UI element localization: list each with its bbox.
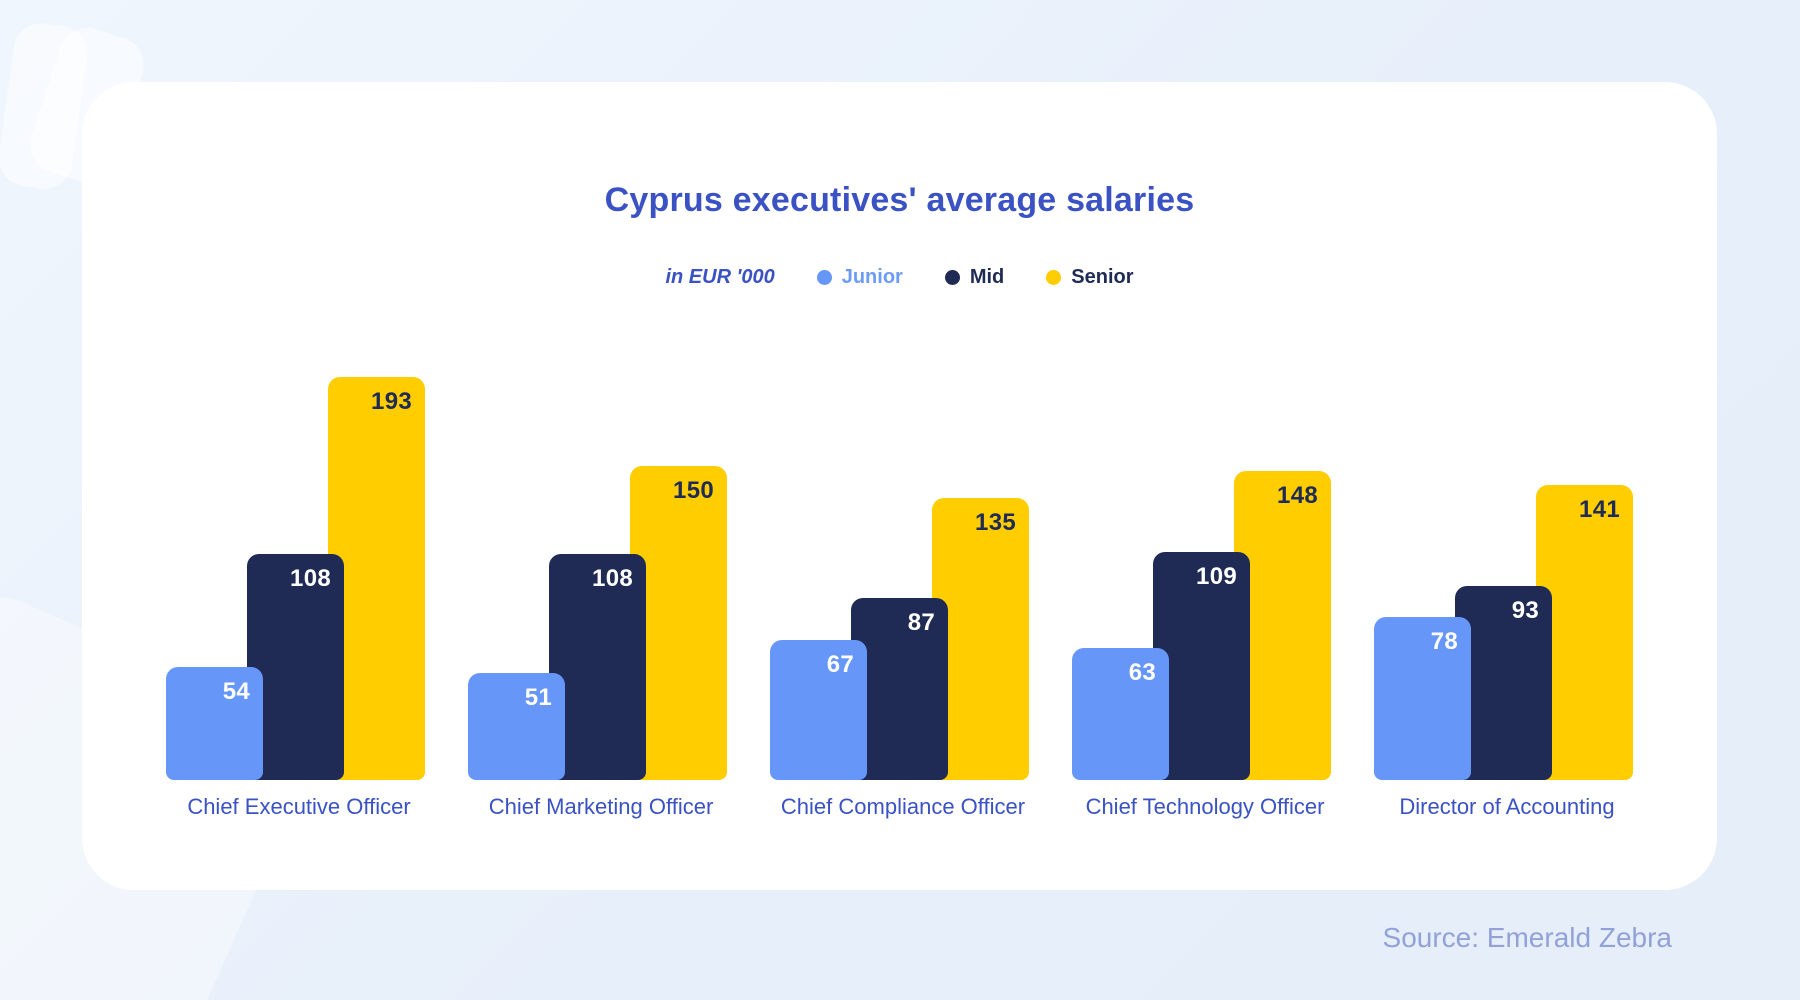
bar-value-label: 93 [1511,597,1539,624]
bar-value-label: 51 [524,684,552,711]
bar-value-label: 141 [1579,496,1620,523]
bar-senior-4: 148 [1234,471,1331,780]
bar-junior-1: 54 [166,667,263,780]
mid-legend-label: Mid [969,265,1005,288]
bar-value-label: 54 [222,678,250,705]
bar-senior-2: 150 [630,466,727,780]
junior-legend-dot-icon [816,269,832,285]
bar-group-3: 67 87 135 [770,300,1029,780]
bar-senior-3: 135 [932,498,1029,780]
mid-legend-dot-icon [944,269,960,285]
bar-mid-2: 108 [549,554,646,780]
bar-group-4: 63 109 148 [1072,300,1331,780]
junior-legend-label: Junior [841,265,903,288]
legend-item-senior: Senior [1046,265,1134,289]
bar-group-2: 51 108 150 [468,300,727,780]
bar-value-label: 109 [1196,563,1237,590]
source-attribution: Source: Emerald Zebra [1382,922,1672,953]
bar-group-5: 78 93 141 [1374,300,1633,780]
category-label-4: Chief Technology Officer [1085,794,1325,819]
bar-value-label: 150 [673,477,714,504]
bar-senior-1: 193 [328,377,425,780]
bar-mid-3: 87 [851,598,948,780]
bar-group-1: 54 108 193 [166,300,425,780]
category-label-2: Chief Marketing Officer [488,794,714,819]
category-label-5: Director of Accounting [1399,794,1615,819]
bar-junior-4: 63 [1072,648,1169,780]
legend: in EUR '000 Junior Mid Senior [82,262,1717,292]
bar-junior-5: 78 [1374,617,1471,780]
bar-value-label: 78 [1430,628,1458,655]
bar-value-label: 148 [1277,482,1318,509]
bar-mid-1: 108 [247,554,344,780]
bar-value-label: 108 [290,565,331,592]
senior-legend-dot-icon [1046,269,1062,285]
chart-title: Cyprus executives' average salaries [604,181,1195,219]
category-label-1: Chief Executive Officer [187,794,411,819]
bar-value-label: 87 [907,609,935,636]
bar-mid-4: 109 [1153,552,1250,780]
bar-senior-5: 141 [1536,485,1633,780]
chart-card: Cyprus executives' average salaries in E… [82,82,1717,890]
bar-mid-5: 93 [1455,586,1552,780]
bar-value-label: 193 [371,388,412,415]
bar-value-label: 108 [592,565,633,592]
senior-legend-label: Senior [1071,265,1134,288]
category-label-3: Chief Compliance Officer [780,794,1026,819]
unit-label: in EUR '000 [665,265,775,288]
bar-chart: 54 108 193 51 108 150 67 87 135 63 109 148 78 93 141 [166,300,1636,780]
bar-value-label: 67 [826,651,854,678]
legend-item-junior: Junior [816,265,903,289]
legend-item-mid: Mid [944,265,1005,289]
bar-junior-3: 67 [770,640,867,780]
category-labels: Chief Executive Officer Chief Marketing O… [166,794,1636,824]
bar-value-label: 63 [1128,659,1156,686]
bar-junior-2: 51 [468,673,565,780]
bar-value-label: 135 [975,509,1016,536]
